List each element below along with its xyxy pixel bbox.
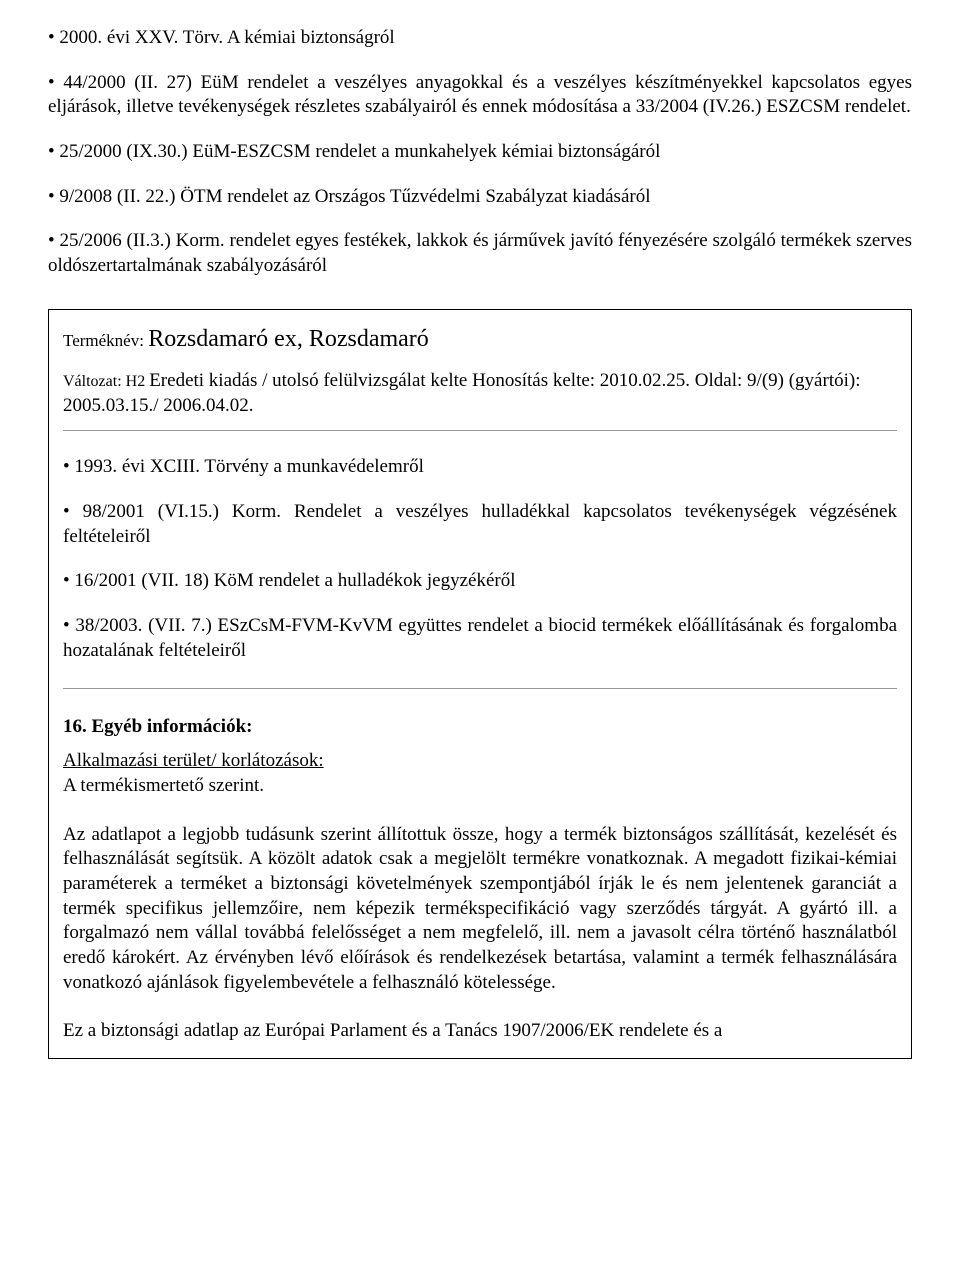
regulation-item: • 38/2003. (VII. 7.) ESzCsM-FVM-KvVM egy… [63, 614, 897, 663]
document-page: • 2000. évi XXV. Törv. A kémiai biztonsá… [0, 0, 960, 1288]
version-line: Változat: H2 Eredeti kiadás / utolsó fel… [63, 369, 897, 418]
product-label: Terméknév: [63, 331, 148, 350]
disclaimer-paragraph: Az adatlapot a legjobb tudásunk szerint … [63, 823, 897, 996]
product-line: Terméknév: Rozsdamaró ex, Rozsdamaró [63, 324, 897, 355]
regulation-item: • 2000. évi XXV. Törv. A kémiai biztonsá… [48, 26, 912, 51]
application-area-label: Alkalmazási terület/ korlátozások: [63, 749, 897, 774]
regulation-item: • 16/2001 (VII. 18) KöM rendelet a hulla… [63, 569, 897, 594]
regulation-item: • 9/2008 (II. 22.) ÖTM rendelet az Orszá… [48, 185, 912, 210]
regulation-item: • 98/2001 (VI.15.) Korm. Rendelet a vesz… [63, 500, 897, 549]
regulation-item: • 1993. évi XCIII. Törvény a munkavédele… [63, 455, 897, 480]
application-area-line: A termékismertető szerint. [63, 774, 897, 799]
product-name: Rozsdamaró ex, Rozsdamaró [148, 326, 429, 352]
regulation-item: • 25/2006 (II.3.) Korm. rendelet egyes f… [48, 229, 912, 278]
footer-line: Ez a biztonsági adatlap az Európai Parla… [63, 1019, 897, 1044]
regulation-item: • 44/2000 (II. 27) EüM rendelet a veszél… [48, 71, 912, 120]
application-area-text: Alkalmazási terület/ korlátozások: [63, 750, 324, 771]
version-prefix: Változat: H2 [63, 373, 149, 390]
divider [63, 688, 897, 689]
section-title: 16. Egyéb információk: [63, 715, 897, 740]
regulation-item: • 25/2000 (IX.30.) EüM-ESZCSM rendelet a… [48, 140, 912, 165]
content-box: Terméknév: Rozsdamaró ex, Rozsdamaró Vál… [48, 309, 912, 1059]
version-text: Eredeti kiadás / utolsó felülvizsgálat k… [63, 370, 860, 416]
